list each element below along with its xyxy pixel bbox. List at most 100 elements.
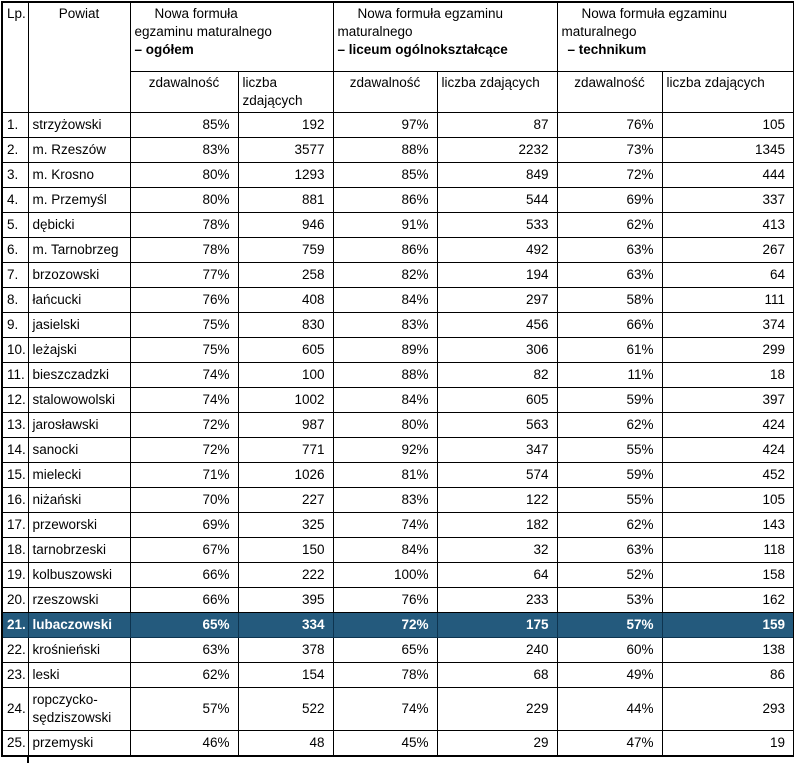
technikum-liczba: 86 bbox=[661, 662, 794, 689]
row-number: 14. bbox=[1, 437, 29, 464]
ogolem-liczba: 522 bbox=[237, 687, 334, 732]
technikum-zdawalnosc: 62% bbox=[556, 512, 663, 539]
row-number: 22. bbox=[1, 637, 29, 664]
technikum-zdawalnosc: 61% bbox=[556, 337, 663, 364]
technikum-liczba: 18 bbox=[661, 362, 794, 389]
table-row: 6. m. Tarnobrzeg 78% 759 86% 492 63% 267 bbox=[1, 237, 794, 264]
liceum-zdawalnosc: 81% bbox=[332, 462, 438, 489]
liceum-liczba: 64 bbox=[436, 562, 558, 589]
technikum-zdawalnosc: 73% bbox=[556, 137, 663, 164]
liceum-liczba: 229 bbox=[436, 687, 558, 732]
technikum-zdawalnosc: 59% bbox=[556, 462, 663, 489]
ogolem-zdawalnosc: 80% bbox=[129, 162, 239, 189]
liceum-liczba: 605 bbox=[436, 387, 558, 414]
technikum-liczba: 374 bbox=[661, 312, 794, 339]
table-row: 9. jasielski 75% 830 83% 456 66% 374 bbox=[1, 312, 794, 339]
technikum-liczba: 19 bbox=[661, 730, 794, 757]
border-stub bbox=[27, 756, 29, 763]
row-number: 18. bbox=[1, 537, 29, 564]
group-title-line1: Nowa formuła egzaminu bbox=[581, 6, 728, 21]
ogolem-zdawalnosc: 71% bbox=[129, 462, 239, 489]
row-number: 21. bbox=[1, 612, 29, 639]
table-row: 23. leski 62% 154 78% 68 49% 86 bbox=[1, 662, 794, 689]
technikum-liczba: 159 bbox=[661, 612, 794, 639]
technikum-zdawalnosc: 60% bbox=[556, 637, 663, 664]
ogolem-zdawalnosc: 46% bbox=[129, 730, 239, 757]
technikum-zdawalnosc: 11% bbox=[556, 362, 663, 389]
ogolem-liczba: 408 bbox=[237, 287, 334, 314]
liceum-liczba: 306 bbox=[436, 337, 558, 364]
ogolem-liczba: 1026 bbox=[237, 462, 334, 489]
powiat-name: bieszczadzki bbox=[27, 362, 131, 389]
liceum-zdawalnosc: 45% bbox=[332, 730, 438, 757]
technikum-zdawalnosc: 63% bbox=[556, 237, 663, 264]
header-sub-row: zdawalność liczba zdających zdawalność l… bbox=[2, 70, 794, 114]
row-number: 17. bbox=[1, 512, 29, 539]
ogolem-zdawalnosc: 65% bbox=[129, 612, 239, 639]
liceum-zdawalnosc: 76% bbox=[332, 587, 438, 614]
technikum-zdawalnosc: 47% bbox=[556, 730, 663, 757]
table-row: 4. m. Przemyśl 80% 881 86% 544 69% 337 bbox=[1, 187, 794, 214]
liceum-zdawalnosc: 74% bbox=[332, 512, 438, 539]
liceum-zdawalnosc: 84% bbox=[332, 387, 438, 414]
liceum-liczba: 122 bbox=[436, 487, 558, 514]
liceum-zdawalnosc: 78% bbox=[332, 662, 438, 689]
powiat-name: brzozowski bbox=[27, 262, 131, 289]
row-number: 7. bbox=[1, 262, 29, 289]
subheader-ogolem-zdawalnosc: zdawalność bbox=[129, 70, 239, 114]
technikum-liczba: 162 bbox=[661, 587, 794, 614]
technikum-zdawalnosc: 59% bbox=[556, 387, 663, 414]
row-number: 16. bbox=[1, 487, 29, 514]
liceum-liczba: 29 bbox=[436, 730, 558, 757]
subheader-technikum-zdawalnosc: zdawalność bbox=[556, 70, 663, 114]
technikum-zdawalnosc: 58% bbox=[556, 287, 663, 314]
ogolem-zdawalnosc: 78% bbox=[129, 212, 239, 239]
technikum-zdawalnosc: 44% bbox=[556, 687, 663, 732]
ogolem-zdawalnosc: 75% bbox=[129, 312, 239, 339]
ogolem-zdawalnosc: 83% bbox=[129, 137, 239, 164]
liceum-liczba: 87 bbox=[436, 112, 558, 139]
powiat-name: m. Krosno bbox=[27, 162, 131, 189]
liceum-liczba: 175 bbox=[436, 612, 558, 639]
ogolem-liczba: 378 bbox=[237, 637, 334, 664]
technikum-liczba: 105 bbox=[661, 487, 794, 514]
table-row: 11. bieszczadzki 74% 100 88% 82 11% 18 bbox=[1, 362, 794, 389]
ogolem-liczba: 987 bbox=[237, 412, 334, 439]
ogolem-zdawalnosc: 72% bbox=[129, 412, 239, 439]
group-title-line2: egzaminu maturalnego bbox=[134, 24, 272, 40]
liceum-zdawalnosc: 74% bbox=[332, 687, 438, 732]
row-number: 9. bbox=[1, 312, 29, 339]
technikum-liczba: 397 bbox=[661, 387, 794, 414]
table-row: 25. przemyski 46% 48 45% 29 47% 19 bbox=[1, 730, 794, 757]
liceum-liczba: 456 bbox=[436, 312, 558, 339]
table-row: 10. leżajski 75% 605 89% 306 61% 299 bbox=[1, 337, 794, 364]
powiat-name: dębicki bbox=[27, 212, 131, 239]
powiat-name: ropczycko-sędziszowski bbox=[27, 687, 131, 732]
subheader-ogolem-liczba: liczba zdających bbox=[237, 70, 334, 114]
subheader-technikum-liczba: liczba zdających bbox=[661, 70, 794, 114]
powiat-name: jarosławski bbox=[27, 412, 131, 439]
ogolem-liczba: 227 bbox=[237, 487, 334, 514]
row-number: 4. bbox=[1, 187, 29, 214]
technikum-liczba: 158 bbox=[661, 562, 794, 589]
liceum-liczba: 194 bbox=[436, 262, 558, 289]
powiat-name: m. Przemyśl bbox=[27, 187, 131, 214]
group-title-line2: maturalnego bbox=[561, 24, 637, 40]
ogolem-zdawalnosc: 72% bbox=[129, 437, 239, 464]
row-number: 11. bbox=[1, 362, 29, 389]
row-number: 12. bbox=[1, 387, 29, 414]
ogolem-zdawalnosc: 66% bbox=[129, 562, 239, 589]
ogolem-liczba: 192 bbox=[237, 112, 334, 139]
powiat-name: mielecki bbox=[27, 462, 131, 489]
ogolem-liczba: 334 bbox=[237, 612, 334, 639]
powiat-name: leski bbox=[27, 662, 131, 689]
technikum-liczba: 105 bbox=[661, 112, 794, 139]
technikum-zdawalnosc: 57% bbox=[556, 612, 663, 639]
liceum-zdawalnosc: 84% bbox=[332, 287, 438, 314]
technikum-liczba: 424 bbox=[661, 437, 794, 464]
liceum-zdawalnosc: 65% bbox=[332, 637, 438, 664]
column-group-ogolem: Nowa formuła egzaminu maturalnego – ogół… bbox=[129, 1, 334, 72]
liceum-liczba: 574 bbox=[436, 462, 558, 489]
liceum-zdawalnosc: 91% bbox=[332, 212, 438, 239]
